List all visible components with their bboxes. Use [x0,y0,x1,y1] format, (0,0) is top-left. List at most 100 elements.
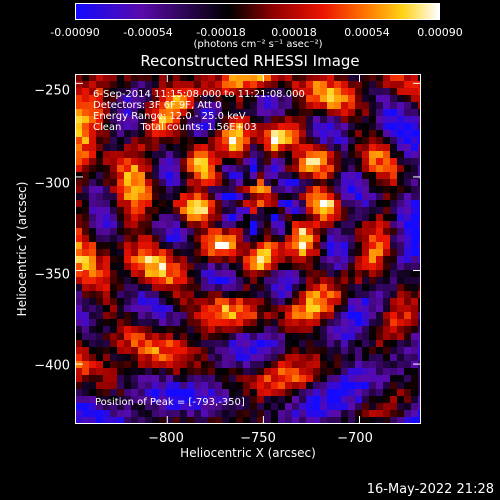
heatmap-cell [250,74,257,81]
heatmap-cell [110,312,117,319]
heatmap-cell [383,193,390,200]
heatmap-cell [292,417,299,424]
heatmap-cell [292,186,299,193]
heatmap-cell [348,368,355,375]
heatmap-cell [278,277,285,284]
heatmap-cell [257,179,264,186]
heatmap-cell [327,298,334,305]
heatmap-cell [243,347,250,354]
heatmap-cell [299,235,306,242]
heatmap-cell [243,333,250,340]
heatmap-cell [320,305,327,312]
heatmap-cell [82,263,89,270]
heatmap-cell [404,186,411,193]
heatmap-cell [299,382,306,389]
heatmap-cell [236,214,243,221]
heatmap-cell [194,333,201,340]
heatmap-cell [334,200,341,207]
heatmap-cell [152,235,159,242]
heatmap-cell [418,354,421,361]
heatmap-cell [313,389,320,396]
heatmap-cell [138,214,145,221]
heatmap-cell [404,200,411,207]
heatmap-cell [75,319,82,326]
heatmap-cell [152,319,159,326]
heatmap-cell [75,312,82,319]
heatmap-cell [348,214,355,221]
heatmap-cell [390,270,397,277]
heatmap-cell [313,200,320,207]
heatmap-cell [236,410,243,417]
heatmap-cell [243,417,250,424]
heatmap-cell [194,158,201,165]
heatmap-cell [173,403,180,410]
heatmap-cell [390,95,397,102]
heatmap-cell [397,214,404,221]
heatmap-cell [110,144,117,151]
heatmap-cell [187,249,194,256]
heatmap-cell [194,130,201,137]
heatmap-cell [180,221,187,228]
heatmap-cell [75,81,82,88]
heatmap-cell [383,228,390,235]
heatmap-cell [278,256,285,263]
heatmap-cell [152,193,159,200]
heatmap-cell [131,417,138,424]
heatmap-cell [334,417,341,424]
heatmap-cell [313,263,320,270]
heatmap-cell [278,158,285,165]
heatmap-cell [159,235,166,242]
heatmap-cell [418,116,421,123]
heatmap-cell [96,368,103,375]
heatmap-cell [299,214,306,221]
heatmap-cell [159,242,166,249]
heatmap-cell [376,417,383,424]
heatmap-cell [411,144,418,151]
heatmap-cell [271,291,278,298]
heatmap-cell [292,333,299,340]
heatmap-cell [299,242,306,249]
heatmap-cell [145,186,152,193]
heatmap-cell [306,396,313,403]
heatmap-cell [306,312,313,319]
heatmap-cell [285,102,292,109]
heatmap-cell [236,235,243,242]
heatmap-cell [194,235,201,242]
heatmap-cell [103,158,110,165]
heatmap-cell [369,74,376,81]
heatmap-cell [264,116,271,123]
heatmap-cell [82,242,89,249]
heatmap-cell [180,389,187,396]
heatmap-cell [117,221,124,228]
heatmap-cell [313,228,320,235]
heatmap-cell [348,270,355,277]
heatmap-cell [376,333,383,340]
heatmap-cell [194,396,201,403]
heatmap-cell [341,389,348,396]
heatmap-cell [306,81,313,88]
heatmap-cell [278,186,285,193]
heatmap-cell [152,123,159,130]
heatmap-cell [320,417,327,424]
heatmap-cell [222,396,229,403]
heatmap-cell [306,207,313,214]
heatmap-cell [383,158,390,165]
heatmap-cell [194,123,201,130]
heatmap-cell [166,165,173,172]
heatmap-cell [180,172,187,179]
heatmap-cell [411,242,418,249]
plot-frame [75,74,421,424]
heatmap-cell [75,151,82,158]
heatmap-cell [201,340,208,347]
heatmap-cell [75,375,82,382]
heatmap-cell [173,382,180,389]
heatmap-cell [355,81,362,88]
heatmap-cell [348,137,355,144]
heatmap-cell [180,340,187,347]
heatmap-cell [82,305,89,312]
heatmap-cell [131,88,138,95]
heatmap-cell [222,305,229,312]
heatmap-cell [313,305,320,312]
heatmap-cell [117,354,124,361]
heatmap-cell [320,375,327,382]
